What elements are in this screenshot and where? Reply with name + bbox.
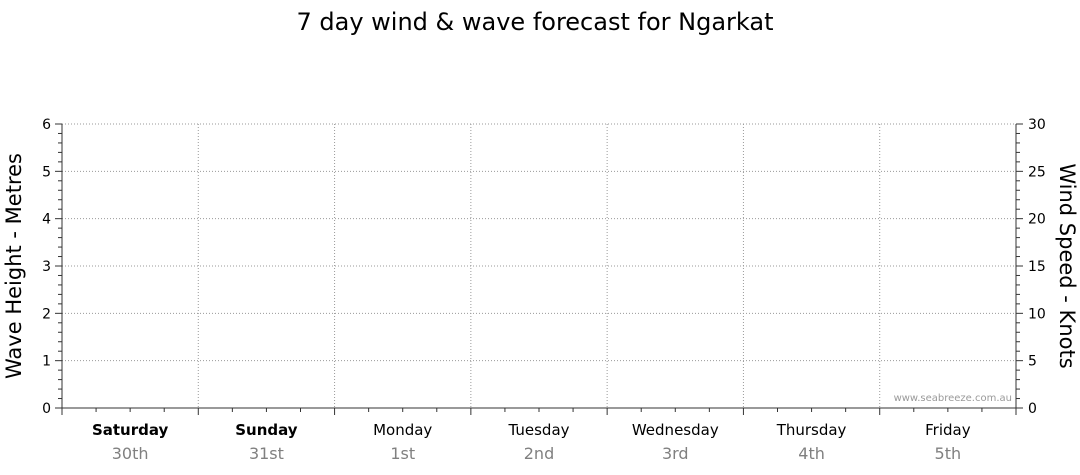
right-tick-label: 10	[1028, 306, 1046, 322]
day-name-label: Sunday	[235, 421, 298, 439]
left-axis-title: Wave Height - Metres	[2, 153, 26, 379]
day-labels: Saturday 30th Sunday 31st Monday 1st Tuesday 2n…	[92, 421, 971, 463]
right-tick-label: 25	[1028, 164, 1046, 180]
right-axis-ticks: 0 5 10 15 20 25 30	[1016, 117, 1046, 417]
watermark: www.seabreeze.com.au	[894, 393, 1012, 404]
left-tick-label: 2	[42, 306, 51, 322]
day-date-label: 4th	[798, 444, 825, 463]
day-date-label: 30th	[112, 444, 149, 463]
right-tick-label: 30	[1028, 117, 1046, 133]
left-tick-label: 5	[42, 164, 51, 180]
left-tick-label: 3	[42, 259, 51, 275]
right-tick-label: 5	[1028, 354, 1037, 370]
left-tick-label: 4	[42, 212, 51, 228]
grid	[62, 123, 1016, 408]
day-date-label: 1st	[390, 444, 415, 463]
left-tick-label: 6	[42, 117, 51, 133]
day-date-label: 5th	[935, 444, 962, 463]
day-date-label: 3rd	[662, 444, 689, 463]
left-tick-label: 1	[42, 354, 51, 370]
axes	[61, 124, 1017, 415]
day-name-label: Friday	[925, 421, 971, 439]
right-axis-title: Wind Speed - Knots	[1055, 163, 1079, 368]
right-tick-label: 0	[1028, 401, 1037, 417]
day-name-label: Thursday	[776, 421, 847, 439]
day-name-label: Monday	[373, 421, 432, 439]
day-name-label: Tuesday	[507, 421, 569, 439]
right-tick-label: 15	[1028, 259, 1046, 275]
left-axis-ticks: 0 1 2 3 4 5 6	[42, 117, 62, 417]
chart-title: 7 day wind & wave forecast for Ngarkat	[297, 8, 774, 36]
day-name-label: Wednesday	[632, 421, 719, 439]
day-name-label: Saturday	[92, 421, 169, 439]
left-tick-label: 0	[42, 401, 51, 417]
day-date-label: 31st	[249, 444, 284, 463]
day-date-label: 2nd	[524, 444, 554, 463]
right-tick-label: 20	[1028, 212, 1046, 228]
